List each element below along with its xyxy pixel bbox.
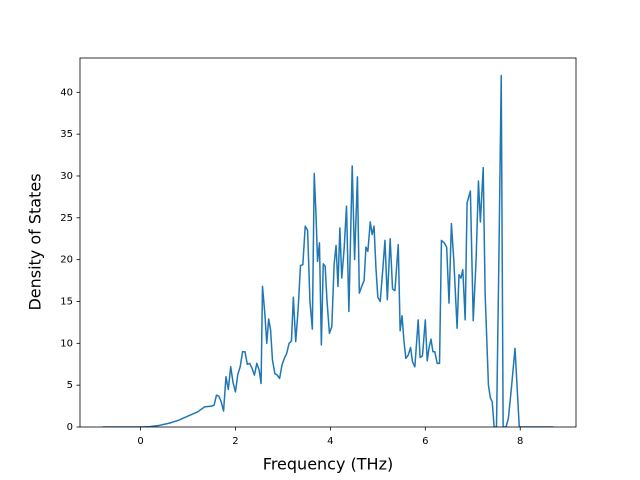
y-tick-label: 15 — [60, 296, 73, 307]
x-tick-label: 6 — [422, 436, 428, 447]
x-tick-label: 2 — [232, 436, 238, 447]
y-tick-label: 0 — [67, 422, 73, 433]
y-tick-label: 35 — [60, 129, 73, 140]
y-tick-label: 25 — [60, 213, 73, 224]
y-tick-label: 5 — [67, 380, 73, 391]
plot-frame — [79, 57, 577, 428]
y-tick-label: 40 — [60, 87, 73, 98]
x-tick-label: 0 — [137, 436, 143, 447]
x-tick-label: 4 — [327, 436, 333, 447]
x-tick-label: 8 — [517, 436, 523, 447]
x-axis-label: Frequency (THz) — [263, 455, 393, 474]
y-tick-label: 10 — [60, 338, 73, 349]
line — [102, 74, 554, 427]
y-tick-label: 30 — [60, 171, 73, 182]
y-axis-label: Density of States — [26, 173, 45, 310]
y-tick-label: 20 — [60, 255, 73, 266]
